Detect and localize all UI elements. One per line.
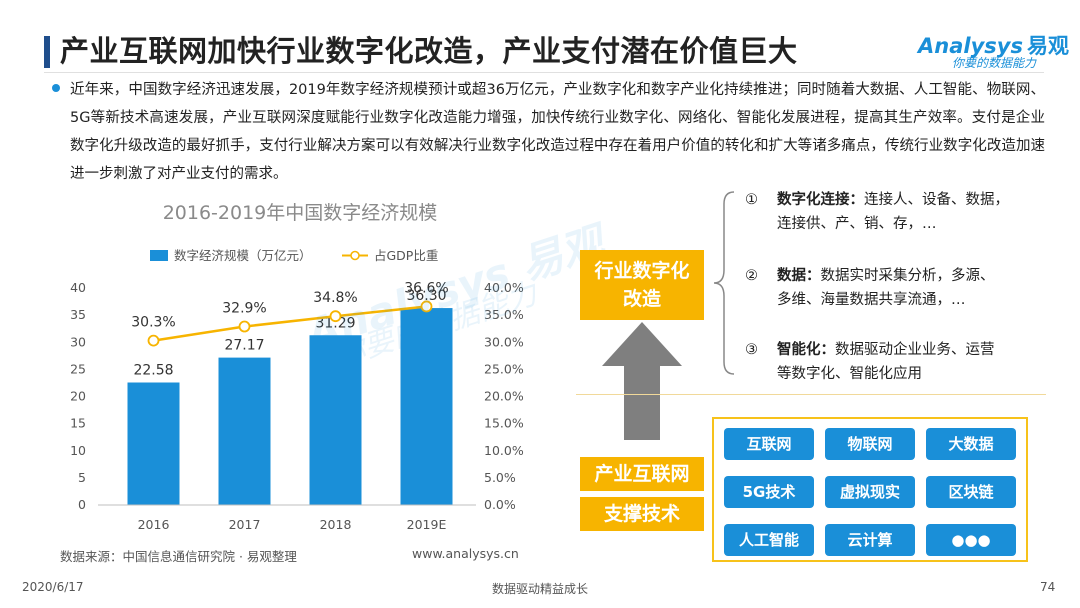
point-number: ③ bbox=[745, 342, 758, 358]
line-point-2017 bbox=[238, 320, 251, 333]
tech-cloud: 云计算 bbox=[825, 524, 915, 556]
up-arrow-icon bbox=[602, 322, 682, 440]
data-source: 数据来源：中国信息通信研究院 · 易观整理 bbox=[60, 549, 297, 564]
y-right-tick-label: 35.0% bbox=[484, 307, 524, 322]
line-value-label: 36.6% bbox=[404, 280, 448, 296]
tech-big-data: 大数据 bbox=[926, 428, 1016, 460]
y-right-tick-label: 5.0% bbox=[484, 470, 516, 485]
line-point-2019E bbox=[420, 300, 433, 313]
bar-value-label: 31.29 bbox=[315, 315, 355, 331]
line-point-2016 bbox=[147, 334, 160, 347]
bar-value-label: 27.17 bbox=[224, 338, 264, 354]
bar-value-label: 22.58 bbox=[133, 363, 173, 379]
point-number: ② bbox=[745, 268, 758, 284]
y-right-tick-label: 10.0% bbox=[484, 443, 524, 458]
industry-box-line1: 行业数字化 bbox=[594, 260, 690, 282]
bar-value-label: 36.30 bbox=[406, 288, 446, 304]
brace-icon bbox=[713, 191, 735, 375]
bullet-icon bbox=[52, 84, 60, 92]
bar-2019E bbox=[400, 308, 453, 505]
tech-ai: 人工智能 bbox=[724, 524, 814, 556]
tech-more: ●●● bbox=[926, 524, 1016, 556]
tech-iot: 物联网 bbox=[825, 428, 915, 460]
y-right-tick-label: 30.0% bbox=[484, 334, 524, 349]
logo-tagline: 你要的数据能力 bbox=[952, 56, 1037, 70]
line-value-label: 32.9% bbox=[222, 301, 266, 317]
tech-blockchain: 区块链 bbox=[926, 476, 1016, 508]
line-point-2018 bbox=[329, 310, 342, 323]
line-value-label: 30.3% bbox=[131, 315, 175, 331]
legend-label-bar: 数字经济规模（万亿元） bbox=[174, 248, 312, 263]
section-divider bbox=[576, 394, 1046, 395]
page-number: 74 bbox=[1040, 580, 1056, 594]
y-left-tick-label: 35 bbox=[70, 307, 86, 322]
title-accent-bar bbox=[44, 36, 50, 68]
bar-2018 bbox=[309, 335, 362, 505]
y-left-tick-label: 5 bbox=[78, 470, 86, 485]
tech-5g: 5G技术 bbox=[724, 476, 814, 508]
point-data: ② 数据：数据实时采集分析，多源、 多维、海量数据共享流通，… bbox=[745, 264, 1045, 312]
industry-digital-box: 行业数字化 改造 bbox=[580, 250, 704, 320]
y-right-tick-label: 0.0% bbox=[484, 497, 516, 512]
tech-vr: 虚拟现实 bbox=[825, 476, 915, 508]
header-divider bbox=[44, 72, 1044, 73]
footer-date: 2020/6/17 bbox=[22, 580, 84, 594]
y-left-tick-label: 0 bbox=[78, 497, 86, 512]
point-digital-connection: ① 数字化连接：连接人、设备、数据， 连接供、产、销、存，… bbox=[745, 188, 1045, 236]
tech-internet: 互联网 bbox=[724, 428, 814, 460]
y-right-tick-label: 40.0% bbox=[484, 280, 524, 295]
x-tick-label: 2019E bbox=[407, 517, 447, 532]
y-left-tick-label: 30 bbox=[70, 334, 86, 349]
point-continuation: 等数字化、智能化应用 bbox=[777, 366, 922, 382]
point-heading: 数据： bbox=[777, 268, 821, 284]
analysys-logo: Analysys 易观 你要的数据能力 bbox=[918, 30, 1069, 74]
chart-title: 2016-2019年中国数字经济规模 bbox=[162, 202, 438, 224]
y-left-tick-label: 40 bbox=[70, 280, 86, 295]
legend-marker-line bbox=[350, 250, 360, 261]
bar-2017 bbox=[218, 357, 271, 505]
share-of-gdp-line bbox=[153, 305, 427, 342]
point-heading: 智能化： bbox=[777, 342, 835, 358]
y-left-tick-label: 20 bbox=[70, 389, 86, 404]
legend-label-line: 占GDP比重 bbox=[374, 248, 438, 263]
point-heading: 数字化连接： bbox=[777, 192, 864, 208]
point-number: ① bbox=[745, 192, 758, 208]
tech-grid: 互联网 物联网 大数据 5G技术 虚拟现实 区块链 人工智能 云计算 ●●● bbox=[712, 417, 1028, 562]
supporting-tech-box: 支撑技术 bbox=[580, 497, 704, 531]
logo-cn: 易观 bbox=[1026, 34, 1069, 58]
bar-2016 bbox=[127, 382, 180, 505]
point-body: 数据驱动企业业务、运营 bbox=[835, 342, 995, 358]
legend-swatch-bar bbox=[150, 250, 168, 261]
logo-wordmark: Analysys 易观 bbox=[918, 30, 1069, 60]
logo-en: Analysys bbox=[918, 34, 1023, 58]
line-value-label: 34.8% bbox=[313, 290, 357, 306]
point-body: 数据实时采集分析，多源、 bbox=[820, 268, 995, 284]
industrial-internet-box: 产业互联网 bbox=[580, 457, 704, 491]
x-tick-label: 2016 bbox=[138, 517, 170, 532]
point-continuation: 多维、海量数据共享流通，… bbox=[777, 292, 966, 308]
point-intelligence: ③ 智能化：数据驱动企业业务、运营 等数字化、智能化应用 bbox=[745, 338, 1045, 386]
page-title: 产业互联网加快行业数字化改造，产业支付潜在价值巨大 bbox=[60, 34, 798, 68]
y-left-tick-label: 15 bbox=[70, 416, 86, 431]
y-right-tick-label: 15.0% bbox=[484, 416, 524, 431]
x-tick-label: 2018 bbox=[320, 517, 352, 532]
intro-paragraph: 近年来，中国数字经济迅速发展，2019年数字经济规模预计或超36万亿元，产业数字… bbox=[70, 82, 1045, 182]
source-url: www.analysys.cn bbox=[412, 546, 519, 561]
x-tick-label: 2017 bbox=[229, 517, 261, 532]
footer-slogan: 数据驱动精益成长 bbox=[491, 582, 588, 596]
point-body: 连接人、设备、数据， bbox=[864, 192, 1009, 208]
point-continuation: 连接供、产、销、存，… bbox=[777, 216, 937, 232]
y-right-tick-label: 20.0% bbox=[484, 389, 524, 404]
industry-box-line2: 改造 bbox=[622, 288, 661, 310]
y-left-tick-label: 10 bbox=[70, 443, 86, 458]
y-left-tick-label: 25 bbox=[70, 361, 86, 376]
y-right-tick-label: 25.0% bbox=[484, 361, 524, 376]
digital-economy-chart: 数字经济规模（万亿元） 占GDP比重 0 5 10 15 20 25 30 35 40 0.0% 5.0… bbox=[70, 248, 524, 532]
